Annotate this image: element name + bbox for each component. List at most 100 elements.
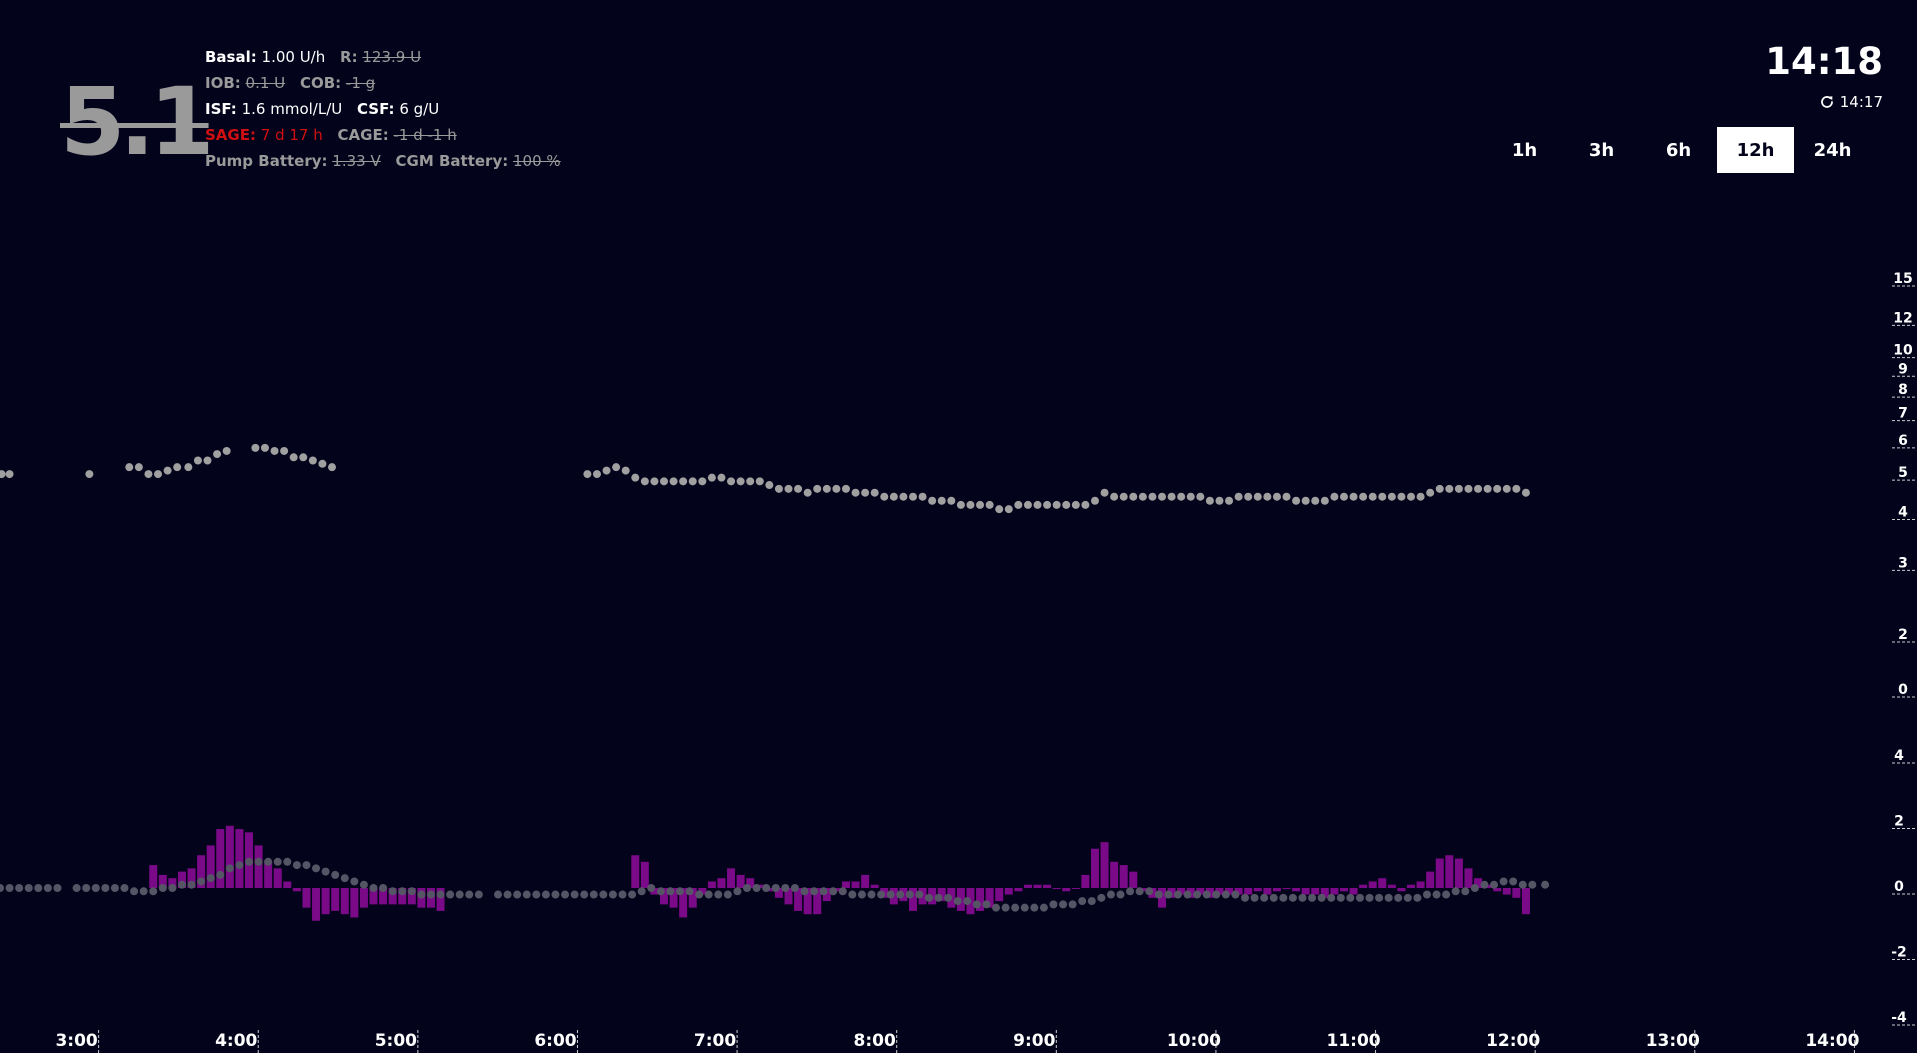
x-tick-label: 14:00 [1805,1031,1859,1051]
cob-point [1336,893,1345,902]
cob-point [1059,900,1068,909]
glucose-point [861,488,870,497]
iob-bar [1052,888,1061,889]
cob-point [608,890,617,899]
iob-bar [1244,888,1253,895]
cob-point [1432,890,1441,899]
iob-bar [956,888,965,911]
iob-bar [1502,888,1511,895]
cob-point [618,890,627,899]
iob-bar [985,888,994,908]
glucose-point [1090,496,1099,505]
cob-point [589,890,598,899]
cob-point [1403,893,1412,902]
iob-bar [1407,884,1416,888]
pump-battery-value: 1.33 V [332,152,381,170]
glucose-point [707,473,716,482]
cob-point [379,884,388,892]
cob-point [1308,893,1317,902]
csf-value: 6 g/U [399,100,440,118]
cob-point [187,880,196,889]
iob-bar [909,888,918,911]
iob-bar [1272,888,1281,892]
glucose-point [1521,488,1530,497]
battery-row: Pump Battery: 1.33 V CGM Battery: 100 % [205,148,561,174]
glucose-point [794,484,803,493]
cob-point [1298,893,1307,902]
glucose-point [976,500,985,509]
cob-point [34,884,43,892]
iob-bar [947,888,956,908]
iob-bar [225,825,234,888]
cob-point [407,887,416,896]
cob-point [1020,903,1029,912]
cob-point [886,890,895,899]
iob-bar [283,881,292,888]
iob-bar [1167,888,1176,898]
iob-tick-label: 0 [1894,879,1904,895]
cob-point [91,884,100,892]
x-tick-label: 7:00 [694,1031,736,1051]
glucose-point [1282,492,1291,501]
glucose-point [1215,496,1224,505]
cob-point [72,884,81,892]
y-tick-label: 2 [1898,627,1908,643]
iob-bar [1464,868,1473,888]
range-tab-6h[interactable]: 6h [1665,139,1692,161]
glucose-point [1435,484,1444,493]
iob-bar [746,878,755,888]
x-tick-label: 11:00 [1326,1031,1380,1051]
iob-tick-label: 4 [1894,748,1904,764]
cob-point [675,887,684,896]
glucose-point [1062,500,1071,509]
glucose-point [660,477,669,486]
cob-point [695,890,704,899]
y-tick-label: 7 [1898,406,1908,422]
cob-point [292,861,301,870]
cob-point [139,887,148,896]
iob-bar [206,845,215,888]
iob-bar [832,888,841,892]
range-tab-12h[interactable]: 12h [1717,127,1794,173]
iob-bar [1311,888,1320,895]
cob-point [273,857,282,866]
pump-info-panel: Basal: 1.00 U/h R: 123.9 U IOB: 0.1 U CO… [205,44,561,174]
x-tick-label: 13:00 [1646,1031,1700,1051]
glucose-point [308,456,317,465]
iob-bar [292,888,301,892]
glucose-point [1320,496,1329,505]
glucose-point [1445,484,1454,493]
y-tick-label: 0 [1898,682,1908,698]
cob-point [1394,893,1403,902]
iob-bar [1215,888,1224,895]
cob-point [857,890,866,899]
cob-point [245,857,254,866]
cob-point [541,890,550,899]
range-tab-24h[interactable]: 24h [1813,139,1852,161]
glucose-point [698,477,707,486]
cob-point [800,887,809,896]
cob-point [503,890,512,899]
range-tab-3h[interactable]: 3h [1588,139,1615,161]
glucose-point [909,492,918,501]
x-tick-label: 12:00 [1486,1031,1540,1051]
cob-point [235,861,244,870]
cob-point [15,884,24,892]
cob-point [1442,890,1451,899]
iob-bar [187,868,196,888]
glucose-point [1407,492,1416,501]
iob-bar [851,881,860,888]
cob-point [1221,890,1230,899]
cob-point [1365,893,1374,902]
cob-point [714,890,723,899]
cob-point [647,884,656,892]
glucose-point [1148,492,1157,501]
cob-point [1499,877,1508,886]
range-tab-1h[interactable]: 1h [1511,139,1538,161]
iob-bar [1225,888,1234,895]
cob-point [666,887,675,896]
iob-bar [918,888,927,905]
cob-point [1001,903,1010,912]
cage-value: -1 d -1 h [393,126,457,144]
glucose-point [985,500,994,509]
